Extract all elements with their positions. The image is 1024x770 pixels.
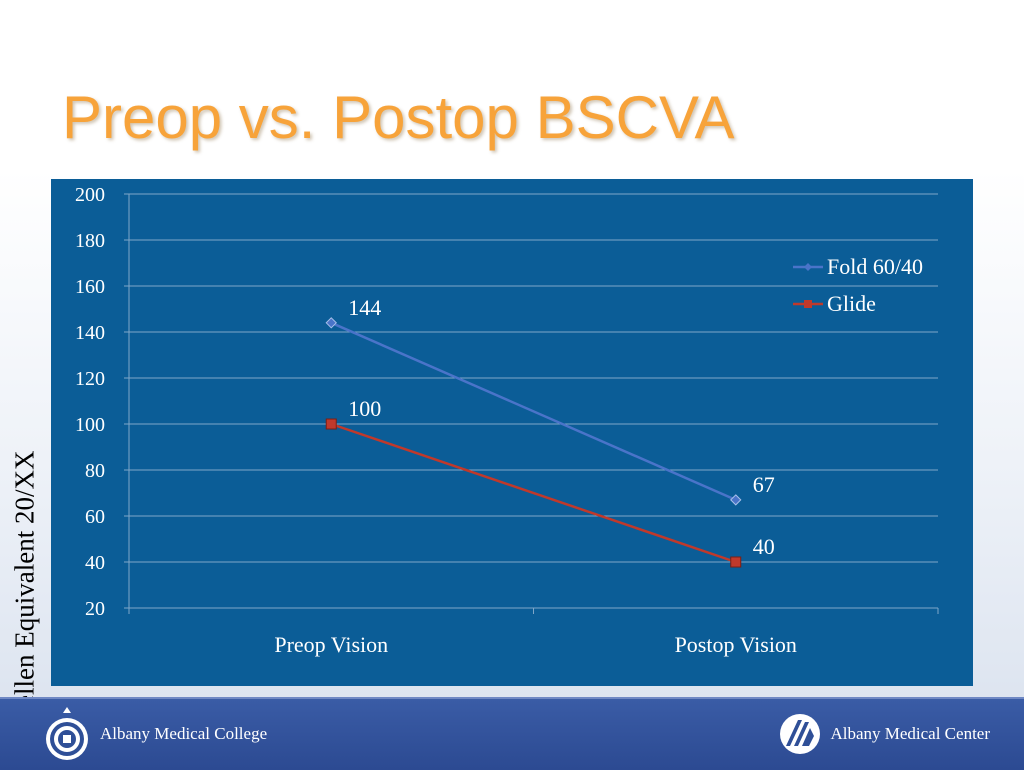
albany-medical-center-logo: Albany Medical Center <box>778 705 990 763</box>
data-label: 67 <box>753 472 775 497</box>
y-tick-label: 180 <box>75 230 105 252</box>
data-label: 40 <box>753 534 775 559</box>
series-line-glide <box>330 422 737 564</box>
legend-marker-fold <box>804 263 812 271</box>
y-tick-label: 140 <box>75 322 105 344</box>
y-axis-label: Snellen Equivalent 20/XX <box>9 450 40 736</box>
y-tick-label: 40 <box>85 552 105 574</box>
legend-marker-glide <box>804 300 812 308</box>
series-line-fold <box>330 321 737 502</box>
amc-circle-logo-icon <box>780 714 821 754</box>
data-point-fold <box>730 494 742 506</box>
college-seal-icon <box>46 707 88 760</box>
y-tick-label: 120 <box>75 368 105 390</box>
y-tick-label: 160 <box>75 276 105 298</box>
data-label: 144 <box>348 295 381 320</box>
slide-title: Preop vs. Postop BSCVA <box>62 84 735 151</box>
y-tick-label: 200 <box>75 184 105 206</box>
chart-panel: 20 40 60 80 100 120 140 160 180 200 Preop Vision Po… <box>51 179 973 686</box>
data-point-glide <box>325 418 337 430</box>
y-tick-label: 80 <box>85 460 105 482</box>
albany-medical-college-logo: Albany Medical College <box>44 705 267 763</box>
footer-left-text: Albany Medical College <box>100 724 268 743</box>
data-point-glide <box>730 556 742 568</box>
line-chart: 20 40 60 80 100 120 140 160 180 200 Preop Vision Po… <box>75 184 939 657</box>
x-tick-label: Preop Vision <box>274 632 388 657</box>
y-axis-label-container: Snellen Equivalent 20/XX <box>0 180 50 736</box>
legend-label: Glide <box>827 291 876 316</box>
y-tick-label: 60 <box>85 506 105 528</box>
legend-label: Fold 60/40 <box>827 254 923 279</box>
y-tick-label: 20 <box>85 598 105 620</box>
footer-right-text: Albany Medical Center <box>830 724 990 743</box>
x-tick-label: Postop Vision <box>675 632 797 657</box>
data-label: 100 <box>348 396 381 421</box>
data-point-fold <box>325 317 337 329</box>
y-tick-label: 100 <box>75 414 105 436</box>
footer-bar: Albany Medical College Albany Medical Ce… <box>0 697 1024 770</box>
